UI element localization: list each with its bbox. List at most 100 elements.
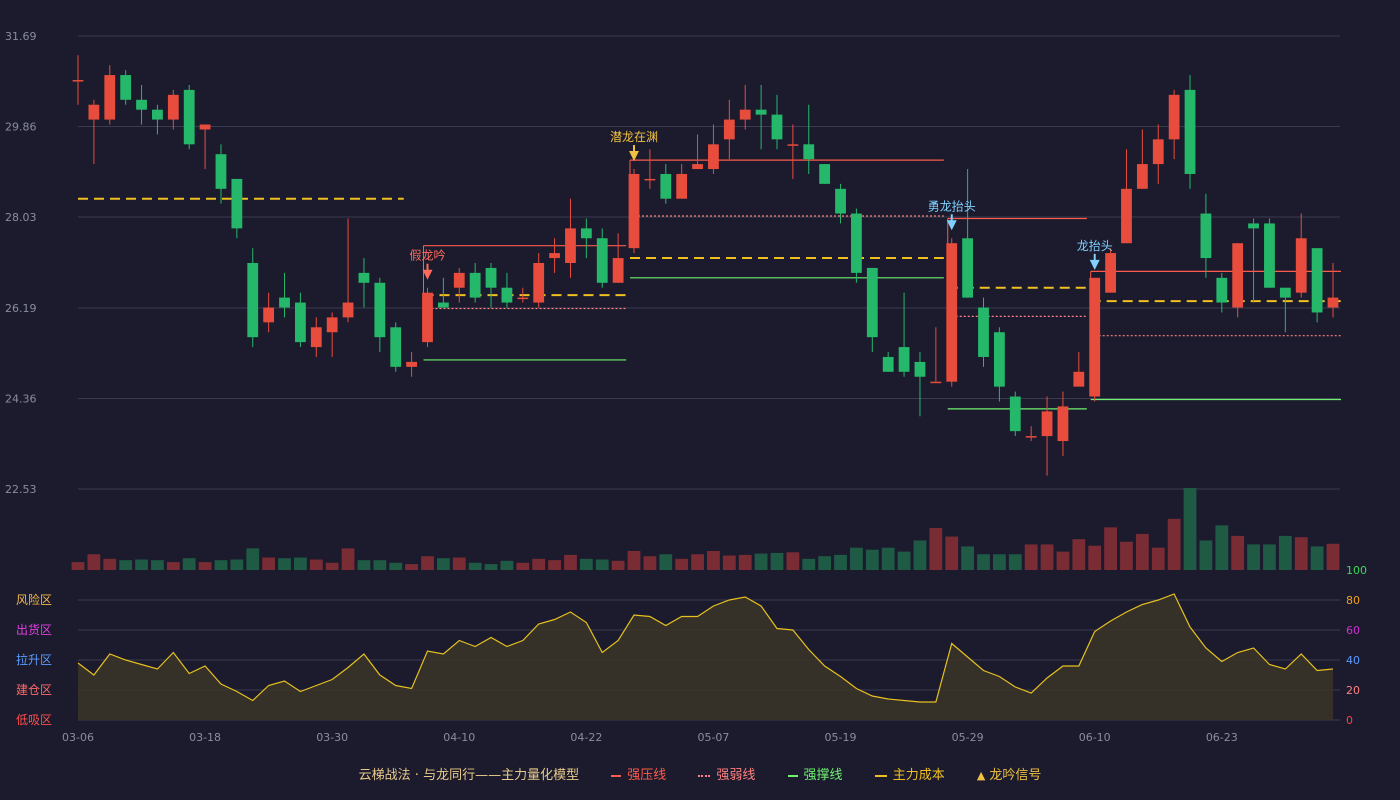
candle-body <box>279 297 290 308</box>
volume-bar <box>992 554 1006 570</box>
volume-bar <box>1024 544 1038 570</box>
candle-body <box>374 282 386 338</box>
legend-support-symbol <box>787 774 798 777</box>
candle-body <box>565 228 576 263</box>
volume-bar <box>754 553 768 570</box>
candle-body <box>1168 94 1180 140</box>
volume-bar <box>71 562 85 570</box>
candle-body <box>1121 188 1132 244</box>
volume-bar <box>691 554 704 570</box>
price-tick-label: 31.69 <box>5 30 37 43</box>
volume-bar <box>1231 535 1245 570</box>
volume-bar <box>87 554 101 570</box>
volume-bar <box>1215 525 1229 570</box>
volume-bar <box>119 560 133 570</box>
volume-bar <box>611 560 625 570</box>
volume-bar <box>516 562 530 570</box>
volume-bar <box>1278 535 1292 570</box>
indicator-tick-label: 100 <box>1346 564 1367 577</box>
legend-weak-label: 强弱线 <box>716 768 756 783</box>
volume-bar <box>865 549 879 570</box>
volume-bar <box>1104 527 1117 570</box>
x-tick-label: 06-23 <box>1206 731 1238 744</box>
indicator-line <box>77 593 1334 703</box>
volume-bar <box>341 548 355 570</box>
candle-body <box>676 173 688 199</box>
x-tick-label: 03-06 <box>62 731 94 744</box>
indicator-tick-label: 40 <box>1346 654 1360 667</box>
candle-body <box>247 262 259 338</box>
candle-body <box>1295 238 1307 293</box>
volume-bar <box>500 560 514 570</box>
candle-body <box>819 164 831 184</box>
volume-bar <box>1151 547 1165 570</box>
volume-bar <box>230 559 244 570</box>
candle-body <box>1009 396 1021 432</box>
candle-body <box>1057 406 1069 442</box>
x-tick-label: 05-19 <box>825 731 857 744</box>
candle-body <box>644 178 656 181</box>
x-tick-label: 05-29 <box>952 731 984 744</box>
legend-resist-symbol <box>611 774 622 777</box>
volume-bar <box>373 560 387 570</box>
candle-body <box>898 347 910 372</box>
candle-body <box>692 164 703 170</box>
volume-bar <box>627 550 641 570</box>
volume-bar <box>484 564 498 570</box>
candle-body <box>723 119 735 140</box>
volume-bar <box>961 546 975 570</box>
candle-body <box>851 213 862 273</box>
volume-bar <box>1135 533 1149 570</box>
candle-body <box>199 124 211 130</box>
volume-bar <box>166 562 180 570</box>
volume-bar <box>786 552 800 570</box>
candle-body <box>739 109 751 120</box>
volume-bar <box>579 558 593 570</box>
candle-body <box>390 327 402 367</box>
volume-bar <box>643 556 657 570</box>
legend-item-signal: ▲ 龙吟信号 <box>977 764 1041 783</box>
legend-item-weak: 强弱线 <box>698 764 755 783</box>
candle-body <box>882 356 894 372</box>
candle-body <box>580 228 592 239</box>
candle-body <box>1025 436 1037 438</box>
volume-bar <box>770 552 784 570</box>
indicator-area <box>78 594 1333 720</box>
price-tick-label: 26.19 <box>5 302 37 315</box>
candle-body <box>469 272 481 298</box>
price-tick-label: 24.36 <box>5 392 37 405</box>
legend-cost-label: 主力成本 <box>892 768 945 783</box>
volume-bar <box>802 558 816 570</box>
indicator-tick-label: 80 <box>1346 594 1360 607</box>
price-tick-label: 28.03 <box>5 211 37 224</box>
legend-weak-symbol <box>698 774 711 777</box>
candle-body <box>1264 223 1275 288</box>
signal-arrow <box>946 220 957 231</box>
volume-bar <box>278 558 291 570</box>
candle-body <box>1105 253 1116 293</box>
candle-body <box>1327 297 1339 308</box>
candle-body <box>358 272 370 283</box>
signal-label: 潜龙在渊 <box>610 130 658 144</box>
signal-arrow <box>1089 259 1100 270</box>
legend-item-support: 强撑线 <box>787 764 843 783</box>
candle-body <box>946 243 958 382</box>
price-tick-label: 22.53 <box>5 483 37 496</box>
volume-bar <box>707 550 720 570</box>
candle-body <box>1279 287 1291 298</box>
candle-body <box>485 267 497 288</box>
signal-label: 假龙吟 <box>409 248 445 263</box>
candle-body <box>787 144 799 146</box>
legend-resist-label: 强压线 <box>627 768 667 783</box>
price-tick-label: 29.86 <box>5 121 37 134</box>
volume-bar <box>294 557 307 570</box>
volume-bar <box>1326 543 1340 570</box>
x-tick-label: 03-30 <box>316 731 348 744</box>
volume-bar <box>659 554 673 570</box>
candle-body <box>1152 139 1164 165</box>
candle-body <box>803 144 815 160</box>
volume-bar <box>1247 544 1260 570</box>
x-tick-label: 06-10 <box>1079 731 1111 744</box>
volume-bar <box>1294 537 1308 570</box>
